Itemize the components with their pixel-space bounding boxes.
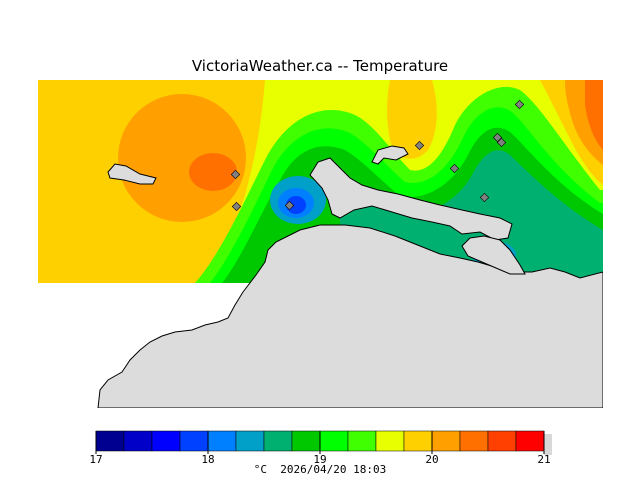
legend-swatch	[207, 430, 237, 452]
land-north	[309, 157, 513, 241]
legend-unit: °C	[253, 463, 268, 476]
legend-ticks: 17 18 19 20 21	[89, 431, 551, 466]
spit-north	[371, 145, 409, 165]
legend-timestamp: 2026/04/20 18:03	[280, 463, 387, 476]
legend-swatch	[263, 430, 293, 452]
legend-swatch	[235, 430, 265, 452]
island-west	[107, 163, 157, 185]
legend-swatch	[151, 430, 181, 452]
station-marker[interactable]	[514, 99, 525, 110]
station-marker[interactable]	[479, 192, 490, 203]
legend-tick-label: 18	[201, 453, 214, 466]
legend-tick-label: 21	[537, 453, 550, 466]
station-marker[interactable]	[496, 137, 507, 148]
legend-swatch	[319, 430, 349, 452]
station-marker[interactable]	[414, 140, 425, 151]
legend-swatch	[95, 430, 125, 452]
legend-tick-label: 19	[313, 453, 326, 466]
legend-tick-label: 17	[89, 453, 102, 466]
station-marker[interactable]	[231, 201, 242, 212]
legend-shadow	[544, 434, 552, 455]
temp-band-deepblue-cold	[286, 196, 306, 214]
station-marker[interactable]	[449, 163, 460, 174]
legend-tick-label: 20	[425, 453, 438, 466]
station-marker[interactable]	[230, 169, 241, 180]
legend-caption: °C 2026/04/20 18:03	[0, 463, 640, 476]
map-title: VictoriaWeather.ca -- Temperature	[191, 57, 449, 75]
legend-swatch	[459, 430, 489, 452]
temp-band-gold-north	[387, 80, 437, 159]
station-marker[interactable]	[492, 132, 503, 143]
legend-swatch	[179, 430, 209, 452]
land-south	[97, 224, 603, 408]
legend-swatches	[95, 430, 545, 452]
legend-swatch	[347, 430, 377, 452]
legend-swatch	[487, 430, 517, 452]
legend-swatch	[291, 430, 321, 452]
temp-band-darkorange-west	[189, 153, 237, 191]
legend-swatch	[515, 430, 545, 452]
temp-band-darkorange-east	[585, 80, 603, 150]
legend-swatch	[375, 430, 405, 452]
legend-swatch	[431, 430, 461, 452]
legend-swatch	[123, 430, 153, 452]
victoria-peninsula	[461, 235, 526, 275]
station-marker[interactable]	[284, 200, 295, 211]
weather-stations[interactable]	[230, 99, 525, 212]
legend-swatch	[403, 430, 433, 452]
